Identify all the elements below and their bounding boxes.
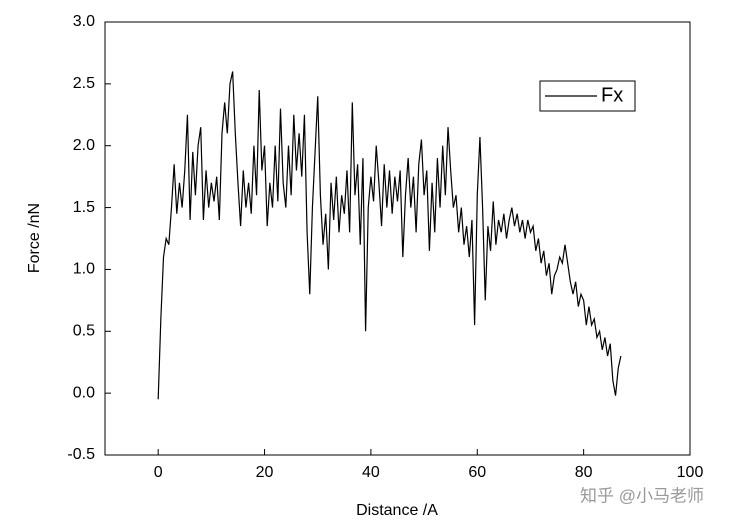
- data-line: [157, 71, 622, 400]
- y-tick-label: 0.5: [73, 323, 95, 340]
- y-tick-label: 1.0: [73, 261, 95, 278]
- y-axis-label: Force /nN: [26, 203, 43, 273]
- y-tick-label: 2.5: [73, 75, 95, 92]
- y-tick-label: 3.0: [73, 13, 95, 30]
- x-axis-label: Distance /A: [356, 502, 438, 519]
- y-tick-label: 2.0: [73, 137, 95, 154]
- x-tick-label: 80: [575, 464, 593, 481]
- watermark: 知乎 @小马老师: [580, 486, 704, 505]
- x-tick-label: 60: [468, 464, 486, 481]
- legend-label: Fx: [601, 84, 623, 106]
- x-tick-label: 100: [677, 464, 704, 481]
- x-tick-label: 40: [362, 464, 380, 481]
- y-tick-label: 0.0: [73, 384, 95, 401]
- x-tick-label: 20: [256, 464, 274, 481]
- plot-frame: [104, 21, 691, 456]
- y-tick-label: -0.5: [67, 446, 95, 463]
- y-tick-label: 1.5: [73, 199, 95, 216]
- x-tick-label: 0: [154, 464, 163, 481]
